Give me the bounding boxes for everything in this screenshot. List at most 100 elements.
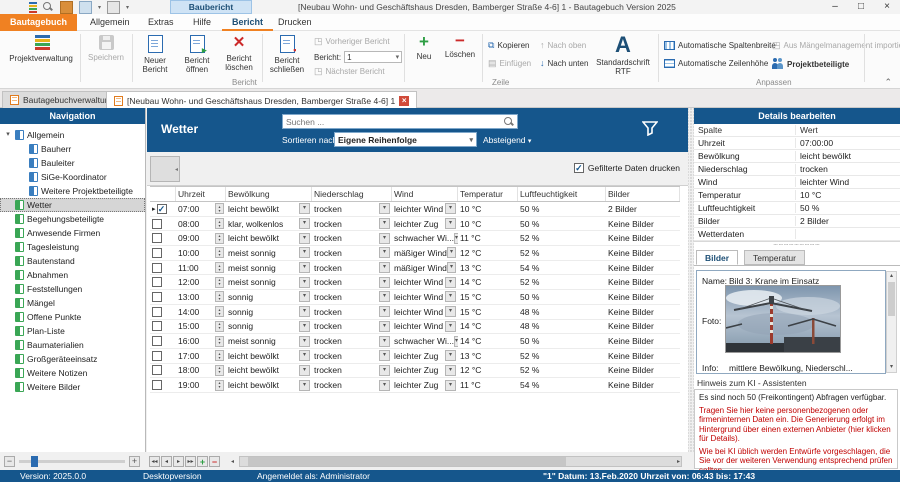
close-button[interactable]: × bbox=[884, 1, 890, 12]
tab-bilder[interactable]: Bilder bbox=[696, 250, 739, 265]
zoom-slider-thumb[interactable] bbox=[31, 455, 38, 467]
details-row[interactable]: Niederschlag trocken bbox=[694, 163, 900, 176]
horizontal-scrollbar[interactable]: ◂ ▸ bbox=[231, 455, 682, 467]
sidebar-item-gro-ger-teeinsatz[interactable]: Großgeräteeinsatz bbox=[0, 352, 145, 366]
spinner-up-icon[interactable]: ▴ bbox=[218, 262, 221, 268]
row-checkbox[interactable] bbox=[152, 291, 162, 302]
sort-select[interactable]: Eigene Reihenfolge ▾ bbox=[334, 132, 477, 147]
zoom-out-button[interactable]: − bbox=[4, 455, 15, 467]
search-icon[interactable] bbox=[504, 116, 514, 127]
table-row[interactable]: 10:00 ▴ ▾ meist sonnig ▾ trocken ▾ mäßiger Wind… bbox=[150, 246, 680, 261]
dropdown-icon[interactable]: ▾ bbox=[299, 320, 310, 332]
details-row[interactable]: Wind leichter Wind bbox=[694, 176, 900, 189]
standardschrift-button[interactable]: A Standardschrift RTF bbox=[596, 32, 650, 77]
sidebar-item-offene-punkte[interactable]: Offene Punkte bbox=[0, 310, 145, 324]
table-row[interactable]: 11:00 ▴ ▾ meist sonnig ▾ trocken ▾ mäßiger Wind… bbox=[150, 261, 680, 276]
filter-print-checkbox[interactable]: ✓ bbox=[573, 163, 584, 173]
row-checkbox[interactable] bbox=[152, 277, 162, 288]
sidebar-item-m-ngel[interactable]: Mängel bbox=[0, 296, 145, 310]
details-row[interactable]: Luftfeuchtigkeit 50 % bbox=[694, 202, 900, 215]
crane-photo[interactable] bbox=[725, 285, 841, 353]
chevron-down-icon[interactable]: ▾ bbox=[6, 131, 10, 138]
details-row[interactable]: Temperatur 10 °C bbox=[694, 189, 900, 202]
dropdown-icon[interactable]: ▾ bbox=[379, 247, 390, 259]
column-header-bilder[interactable]: Bilder bbox=[606, 187, 680, 201]
sidebar-item-bauleiter[interactable]: Bauleiter bbox=[0, 156, 145, 170]
panel-splitter[interactable] bbox=[688, 108, 694, 452]
table-row[interactable]: 18:00 ▴ ▾ leicht bewölkt ▾ trocken ▾ leichter Z… bbox=[150, 364, 680, 379]
kopieren-button[interactable]: ⧉ Kopieren bbox=[488, 40, 530, 51]
tab-temperatur[interactable]: Temperatur bbox=[744, 250, 805, 265]
spinner-down-icon[interactable]: ▾ bbox=[218, 325, 221, 331]
spinner-down-icon[interactable]: ▾ bbox=[218, 354, 221, 360]
first-row-button[interactable]: ◂◂ bbox=[149, 455, 160, 467]
details-value[interactable]: 50 % bbox=[800, 203, 820, 213]
dropdown-icon[interactable]: ▾ bbox=[445, 291, 456, 303]
maximize-button[interactable]: □ bbox=[857, 1, 865, 12]
spinner-down-icon[interactable]: ▾ bbox=[218, 384, 221, 390]
dropdown-icon[interactable]: ▾ bbox=[446, 262, 456, 274]
dropdown-icon[interactable]: ▾ bbox=[445, 379, 456, 391]
spinner-down-icon[interactable]: ▾ bbox=[218, 251, 221, 257]
spinner-up-icon[interactable]: ▴ bbox=[218, 277, 221, 283]
dropdown-icon[interactable]: ▾ bbox=[445, 350, 456, 362]
dropdown-icon[interactable]: ▾ bbox=[379, 232, 390, 244]
details-value[interactable]: trocken bbox=[800, 164, 828, 174]
menu-tab-bericht[interactable]: Bericht bbox=[222, 14, 274, 31]
details-value[interactable]: leichter Wind bbox=[800, 177, 850, 187]
row-checkbox[interactable]: ✓ bbox=[156, 203, 167, 214]
spinner-up-icon[interactable]: ▴ bbox=[218, 321, 221, 327]
dropdown-icon[interactable]: ▾ bbox=[299, 247, 310, 259]
row-checkbox[interactable] bbox=[152, 365, 162, 376]
next-row-button[interactable]: ▸ bbox=[173, 455, 184, 467]
row-checkbox[interactable] bbox=[152, 218, 162, 229]
dropdown-icon[interactable]: ▾ bbox=[299, 262, 310, 274]
sort-direction-select[interactable]: Absteigend ▾ bbox=[483, 135, 532, 145]
dropdown-icon[interactable]: ▾ bbox=[379, 379, 390, 391]
projektbeteiligte-button[interactable]: Projektbeteiligte bbox=[772, 58, 849, 69]
dropdown-icon[interactable]: ▾ bbox=[299, 232, 310, 244]
table-row[interactable]: 12:00 ▴ ▾ meist sonnig ▾ trocken ▾ leichter Win… bbox=[150, 275, 680, 291]
table-row[interactable]: 19:00 ▴ ▾ leicht bewölkt ▾ trocken ▾ leichter Z… bbox=[150, 378, 680, 393]
time-spinner[interactable]: ▴ ▾ bbox=[215, 203, 224, 215]
spinner-down-icon[interactable]: ▾ bbox=[218, 295, 221, 301]
dropdown-icon[interactable]: ▾ bbox=[379, 306, 390, 318]
spinner-down-icon[interactable]: ▾ bbox=[218, 207, 221, 213]
dropdown-icon[interactable]: ▾ bbox=[379, 262, 390, 274]
table-row[interactable]: 17:00 ▴ ▾ leicht bewölkt ▾ trocken ▾ leichter Z… bbox=[150, 349, 680, 364]
document-tab-0[interactable]: Bautagebuchverwaltung bbox=[2, 91, 123, 108]
menu-tab-allgemein[interactable]: Allgemein bbox=[90, 17, 130, 27]
zoom-in-button[interactable]: + bbox=[129, 455, 140, 467]
spinner-up-icon[interactable]: ▴ bbox=[218, 306, 221, 312]
nach-unten-button[interactable]: ↓ Nach unten bbox=[540, 58, 589, 69]
sidebar-item-wetter[interactable]: Wetter bbox=[0, 198, 145, 212]
row-checkbox[interactable] bbox=[152, 321, 162, 332]
minimize-button[interactable]: – bbox=[832, 1, 838, 12]
dropdown-icon[interactable]: ▾ bbox=[446, 247, 456, 259]
scrollbar-thumb[interactable] bbox=[888, 282, 895, 316]
projektverwaltung-button[interactable]: Projektverwaltung bbox=[6, 35, 76, 63]
spinner-down-icon[interactable]: ▾ bbox=[218, 340, 221, 346]
dropdown-arrow-icon[interactable]: ▾ bbox=[126, 5, 130, 11]
table-row[interactable]: 16:00 ▴ ▾ meist sonnig ▾ trocken ▾ schwacher Wi… bbox=[150, 334, 680, 349]
dropdown-icon[interactable]: ▾ bbox=[299, 306, 310, 318]
time-spinner[interactable]: ▴ ▾ bbox=[215, 232, 224, 244]
dropdown-icon[interactable]: ▾ bbox=[379, 320, 390, 332]
row-checkbox[interactable] bbox=[152, 262, 162, 273]
dropdown-icon[interactable]: ▾ bbox=[454, 232, 458, 244]
bericht-schliessen-button[interactable]: ▪ Bericht schließen bbox=[266, 35, 308, 74]
spinner-down-icon[interactable]: ▾ bbox=[218, 369, 221, 375]
sidebar-item-anwesende-firmen[interactable]: Anwesende Firmen bbox=[0, 226, 145, 240]
dropdown-icon[interactable]: ▾ bbox=[379, 203, 390, 215]
dropdown-icon[interactable]: ▾ bbox=[299, 335, 310, 347]
dropdown-icon[interactable]: ▾ bbox=[379, 350, 390, 362]
filter-print-option[interactable]: ✓ Gefilterte Daten drucken bbox=[573, 163, 680, 173]
dropdown-icon[interactable]: ▾ bbox=[445, 203, 456, 215]
column-header-niederschlag[interactable]: Niederschlag bbox=[312, 187, 392, 201]
details-row[interactable]: Bewölkung leicht bewölkt bbox=[694, 150, 900, 163]
table-row[interactable]: 09:00 ▴ ▾ leicht bewölkt ▾ trocken ▾ schwacher … bbox=[150, 231, 680, 247]
previous-row-button[interactable]: ◂ bbox=[161, 455, 172, 467]
dropdown-icon[interactable]: ▾ bbox=[445, 364, 456, 376]
search-input[interactable] bbox=[283, 116, 504, 127]
time-spinner[interactable]: ▴ ▾ bbox=[215, 276, 224, 288]
